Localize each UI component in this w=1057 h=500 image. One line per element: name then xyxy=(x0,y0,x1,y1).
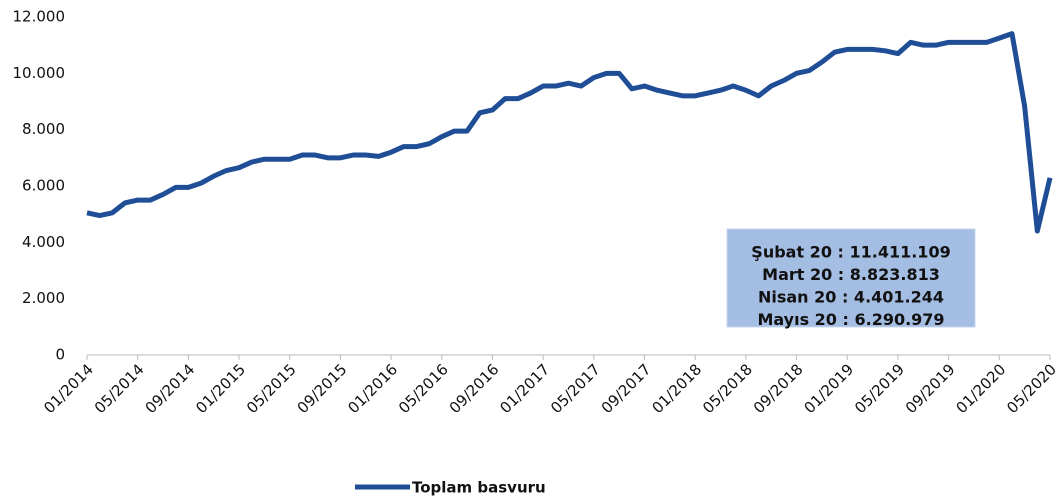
x-tick-label: 05/2019 xyxy=(851,360,908,417)
y-tick-label: 4.000 xyxy=(22,233,65,251)
x-tick-label: 05/2018 xyxy=(699,360,756,417)
line-series xyxy=(86,31,1053,234)
x-tick-label: 05/2015 xyxy=(243,360,300,417)
x-tick-label: 01/2014 xyxy=(40,360,97,417)
annotation: Şubat 20 : 11.411.109 xyxy=(751,243,950,262)
x-tick-label: 01/2015 xyxy=(192,360,249,417)
annotation: Mart 20 : 8.823.813 xyxy=(762,265,940,284)
x-tick-label: 09/2018 xyxy=(750,360,807,417)
y-tick-label: 10.000 xyxy=(13,64,66,82)
legend-label: Toplam basvuru xyxy=(412,479,546,497)
x-tick-label: 09/2019 xyxy=(902,360,959,417)
x-tick-label: 01/2018 xyxy=(648,360,705,417)
x-tick-label: 01/2019 xyxy=(800,360,857,417)
x-tick-label: 05/2016 xyxy=(395,360,452,417)
y-tick-label: 8.000 xyxy=(22,120,65,138)
y-tick-label: 6.000 xyxy=(22,177,65,195)
x-tick-label: 09/2017 xyxy=(598,360,655,417)
annotation: Mayıs 20 : 6.290.979 xyxy=(757,310,944,329)
x-tick-label: 01/2017 xyxy=(496,360,553,417)
y-tick-label: 0 xyxy=(55,346,65,364)
x-tick-label: 09/2015 xyxy=(294,360,351,417)
x-tick-label: 05/2014 xyxy=(91,360,148,417)
y-tick-label: 2.000 xyxy=(22,289,65,307)
x-tick-label: 09/2016 xyxy=(446,360,503,417)
annotation: Nisan 20 : 4.401.244 xyxy=(758,288,944,307)
annotation-box xyxy=(726,228,976,328)
x-tick-label: 01/2020 xyxy=(953,360,1010,417)
x-tick-label: 05/2020 xyxy=(1003,360,1057,417)
x-tick-label: 01/2016 xyxy=(344,360,401,417)
y-tick-label: 12.000 xyxy=(13,8,66,26)
x-tick-label: 09/2014 xyxy=(142,360,199,417)
x-tick-label: 05/2017 xyxy=(547,360,604,417)
